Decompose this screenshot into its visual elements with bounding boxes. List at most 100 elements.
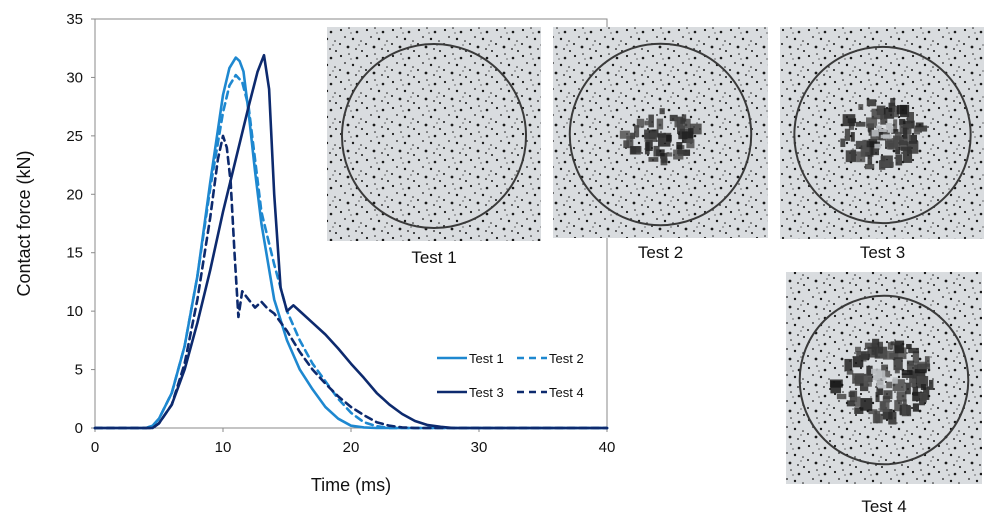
impact-damage-patch: [919, 392, 927, 403]
impact-damage-patch: [886, 138, 899, 150]
impact-damage-patch: [883, 390, 893, 400]
impact-damage-patch: [915, 122, 924, 128]
impact-damage-patch: [875, 391, 880, 403]
impact-damage-patch: [856, 151, 866, 163]
specimen-photo-test3: [780, 27, 984, 239]
impact-damage-patch: [858, 104, 864, 111]
impact-damage-patch: [665, 152, 673, 157]
impact-damage-patch: [656, 118, 664, 130]
x-tick-label: 10: [215, 439, 232, 456]
axes: 0 10 20 30 40 0 5 10 15 20 25 30 35 Time (ms) Contact …: [14, 11, 615, 495]
impact-damage-patch: [676, 142, 683, 150]
impact-damage-patch: [883, 107, 895, 119]
impact-damage-patch: [906, 343, 912, 350]
y-tick-label: 20: [66, 186, 83, 203]
impact-damage-patch: [890, 341, 901, 346]
specimen-photos: [327, 27, 984, 484]
impact-damage-highlight: [876, 125, 882, 130]
impact-damage-patch: [894, 131, 902, 141]
impact-damage-patch: [870, 146, 880, 156]
impact-damage-patch: [846, 370, 854, 375]
legend-label-test3: Test 3: [469, 385, 504, 400]
impact-damage-patch: [872, 413, 883, 424]
x-tick-label: 20: [343, 439, 360, 456]
impact-damage-patch: [871, 108, 884, 120]
impact-damage-patch: [648, 157, 659, 162]
impact-damage-patch: [912, 403, 919, 412]
impact-damage-highlight: [876, 370, 886, 377]
clamp-ring: [340, 42, 528, 230]
impact-damage-patch: [880, 114, 888, 125]
impact-damage-patch: [882, 396, 891, 403]
photo-label-test4: Test 4: [861, 497, 907, 516]
clamp-ring: [793, 45, 972, 225]
impact-damage-highlight: [882, 134, 892, 139]
impact-damage-patch: [630, 147, 637, 155]
impact-damage-patch: [895, 147, 901, 155]
impact-damage-patch: [899, 119, 906, 126]
impact-damage-patch: [881, 370, 891, 378]
impact-damage-patch: [912, 391, 924, 402]
legend-label-test4: Test 4: [549, 385, 584, 400]
impact-damage-patch: [906, 141, 919, 154]
impact-damage-patch: [876, 383, 883, 395]
y-tick-label: 15: [66, 245, 83, 262]
impact-damage-patch: [916, 376, 929, 389]
impact-damage-patch: [868, 409, 878, 415]
impact-damage-patch: [649, 131, 658, 137]
impact-damage-patch: [902, 150, 913, 163]
impact-damage-patch: [901, 369, 913, 375]
impact-damage-patch: [928, 379, 934, 390]
impact-damage-patch: [855, 140, 868, 149]
impact-damage-patch: [906, 364, 919, 373]
impact-damage-patch: [880, 156, 886, 162]
impact-damage-patch: [906, 360, 915, 366]
impact-damage-patch: [896, 391, 907, 402]
impact-damage-patch: [894, 400, 902, 412]
y-tick-label: 25: [66, 128, 83, 145]
impact-damage-patch: [656, 132, 666, 138]
specimen-photo-test2: [553, 27, 768, 238]
impact-damage-patch: [912, 351, 920, 363]
impact-damage-patch: [866, 117, 878, 128]
impact-damage-patch: [681, 131, 694, 144]
impact-damage-patch: [855, 121, 866, 127]
impact-damage-highlight: [870, 368, 881, 374]
impact-damage-patch: [653, 145, 660, 157]
impact-damage-highlight: [892, 377, 898, 384]
impact-damage-patch: [850, 149, 857, 161]
impact-damage-patch: [862, 139, 870, 153]
impact-damage-patch: [844, 358, 853, 372]
impact-damage-patch: [866, 365, 873, 376]
impact-damage-patch: [866, 99, 877, 107]
impact-damage-patch: [846, 400, 855, 407]
photo-background: [553, 27, 768, 238]
x-tick-label: 0: [91, 439, 99, 456]
photo-label-test3: Test 3: [859, 243, 906, 262]
impact-damage-patch: [888, 102, 895, 112]
legend: Test 1 Test 2 Test 3 Test 4: [437, 351, 584, 400]
legend-label-test2: Test 2: [549, 351, 584, 366]
impact-damage-patch: [863, 375, 872, 387]
impact-damage-patch: [850, 132, 855, 142]
y-tick-label: 0: [75, 420, 83, 437]
photo-label-test1: Test 1: [411, 248, 457, 267]
impact-damage-patch: [840, 138, 846, 148]
impact-damage-patch: [913, 128, 921, 135]
y-tick-label: 5: [75, 362, 83, 379]
impact-damage-patch: [646, 139, 653, 151]
impact-damage-highlight: [874, 143, 882, 149]
impact-damage-highlight: [887, 126, 894, 133]
impact-damage-patch: [920, 384, 926, 391]
impact-damage-patch: [669, 114, 678, 122]
impact-damage-patch: [901, 403, 907, 415]
impact-damage-patch: [634, 125, 640, 138]
x-axis-label: Time (ms): [311, 475, 391, 495]
impact-damage-patch: [856, 351, 869, 361]
impact-damage-patch: [906, 111, 915, 123]
impact-damage-patch: [887, 342, 894, 350]
impact-damage-patch: [860, 398, 873, 411]
y-tick-label: 30: [66, 69, 83, 86]
clamp-ring: [798, 294, 970, 466]
impact-damage-patch: [656, 149, 665, 157]
